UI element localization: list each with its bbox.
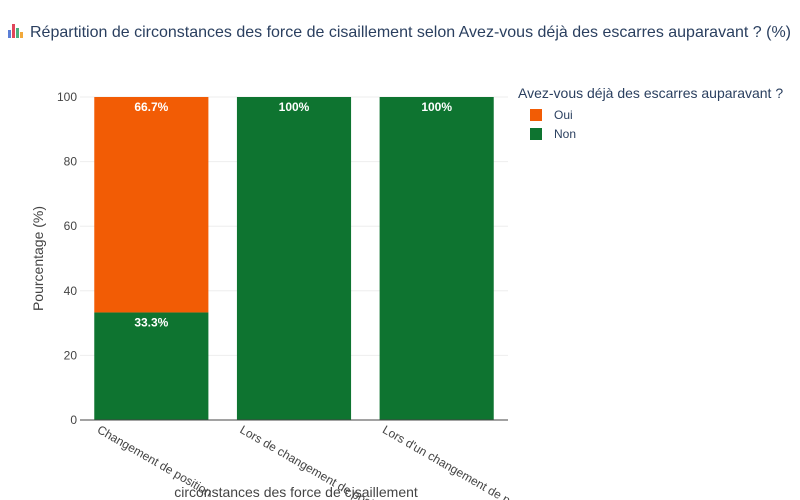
bar-data-label: 66.7% — [134, 100, 168, 114]
y-tick-label: 60 — [64, 219, 78, 233]
y-axis-title: Pourcentage (%) — [30, 206, 46, 311]
legend-item-oui[interactable]: Oui — [530, 105, 783, 124]
bar-non — [94, 312, 209, 420]
legend-items: Oui Non — [518, 105, 783, 143]
chart-title: Répartition de circonstances des force d… — [8, 24, 791, 42]
y-tick-label: 80 — [64, 155, 78, 169]
bar-non — [236, 97, 352, 420]
chart-title-text: Répartition de circonstances des force d… — [30, 24, 791, 41]
bar-data-label: 100% — [421, 100, 452, 114]
bar-chart-icon — [8, 24, 24, 38]
bar-data-label: 33.3% — [134, 315, 168, 329]
legend-item-non[interactable]: Non — [530, 124, 783, 143]
legend-swatch — [530, 127, 542, 140]
y-tick-label: 40 — [64, 284, 78, 298]
x-axis-title: circonstances des force de cisaillement — [174, 484, 418, 500]
y-tick-label: 20 — [64, 348, 78, 362]
y-tick-label: 100 — [57, 90, 77, 104]
legend-swatch — [530, 108, 542, 121]
legend-label: Non — [554, 126, 577, 141]
bar-data-label: 100% — [279, 100, 310, 114]
legend-label: Oui — [554, 107, 573, 122]
bar-oui — [94, 97, 209, 313]
bar-non — [379, 97, 494, 420]
legend: Avez-vous déjà des escarres auparavant ?… — [518, 85, 783, 143]
y-tick-label: 0 — [70, 413, 77, 427]
legend-title: Avez-vous déjà des escarres auparavant ? — [518, 85, 784, 101]
